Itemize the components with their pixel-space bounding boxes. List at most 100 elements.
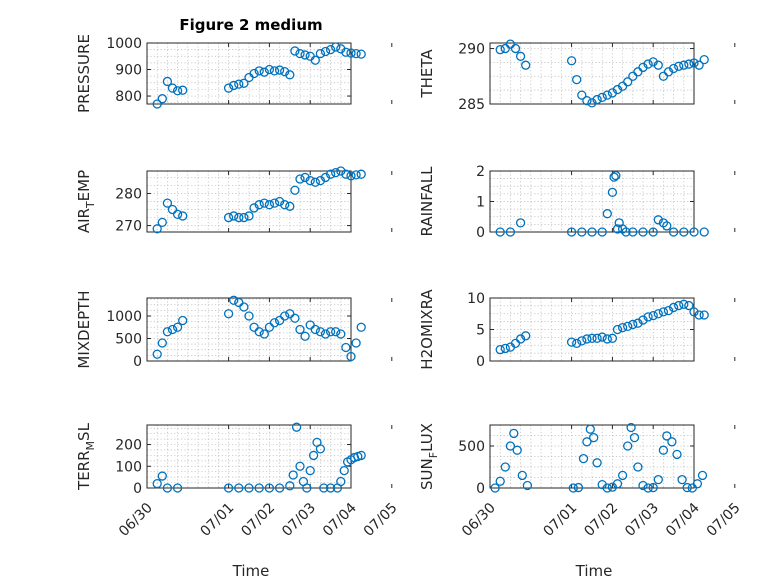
data-point [157,94,167,104]
data-point [638,315,648,325]
data-point [633,318,643,328]
subplot-h2omixra: 0 5 10 H2OMIXRA [418,289,736,370]
data-point [264,483,275,493]
y-tick-label: 0 [133,481,142,497]
data-point [495,227,505,237]
data-point [229,295,239,305]
data-point [643,59,653,69]
data-point [157,217,167,228]
data-point [689,58,699,68]
data-point [269,318,280,328]
data-point [597,227,607,237]
axes-box [146,170,352,233]
data-point [607,333,618,343]
data-point [505,227,516,237]
y-tick-label: 1 [476,195,485,211]
data-point [234,79,244,89]
data-point [223,309,234,319]
data-point [290,185,300,195]
data-point [699,54,709,65]
data-point [339,465,349,476]
y-axis-label: MIXDEPTH [75,290,93,368]
y-tick-label: 1000 [106,309,142,325]
data-point [623,441,633,451]
figure-title: Figure 2 medium [179,16,322,34]
data-point [244,483,254,493]
data-point [331,327,341,337]
data-point [512,445,522,455]
data-point [285,481,295,491]
data-point [290,46,300,56]
data-point [697,470,708,481]
y-tick-label: 500 [458,439,485,455]
y-tick-label: 100 [115,459,142,475]
data-point [500,462,510,472]
data-point [162,76,173,87]
data-point [167,204,178,215]
data-point [167,83,178,93]
data-point [300,331,310,341]
data-point [172,483,183,493]
y-tick-label: 1000 [106,36,142,52]
data-point [602,483,612,493]
data-point [582,96,592,106]
data-point [310,55,320,65]
data-point [662,221,672,231]
data-point [325,44,336,55]
data-point [152,99,162,109]
data-point [694,60,704,70]
data-point [234,212,244,223]
data-point [167,324,178,335]
data-point [617,470,628,481]
y-tick-label: 10 [467,291,485,307]
data-point [612,479,623,489]
data-point [566,56,577,66]
data-point [684,59,694,69]
data-point [648,310,658,321]
data-point [254,483,264,493]
data-point [679,299,689,309]
data-point [295,48,305,59]
data-point [500,343,510,354]
data-point [517,470,527,481]
data-point [346,171,356,181]
data-point [515,334,526,344]
data-point [310,324,320,335]
data-point [679,227,689,237]
data-point [319,483,329,493]
data-point [577,336,587,346]
data-point [672,449,682,460]
data-point [621,227,631,237]
y-tick-label: 280 [115,186,142,202]
data-point [597,332,607,342]
data-point [689,307,699,317]
data-point [295,324,305,335]
data-point [325,169,336,179]
data-point [310,177,320,187]
data-point [611,170,621,181]
data-point [577,90,587,100]
data-point [157,338,167,348]
data-point [315,444,326,454]
subplot-rainfall: 0 1 2 RAINFALL [418,164,736,241]
data-point [668,63,679,74]
data-point [674,61,684,71]
data-point [522,480,533,491]
data-point [239,302,249,312]
data-point [172,86,183,96]
data-point [663,305,674,316]
y-tick-label: 285 [458,97,485,113]
data-point [290,313,300,323]
data-point [587,227,597,237]
y-tick-label: 2 [476,164,485,180]
data-point [566,227,577,237]
data-point [699,310,709,320]
data-point [223,212,234,223]
data-point [582,437,592,447]
data-point [336,329,346,339]
subplot-mixdepth: 0 500 1000 MIXDEPTH [75,290,393,370]
data-point [628,227,638,237]
data-point [694,310,704,320]
data-point [578,453,589,464]
